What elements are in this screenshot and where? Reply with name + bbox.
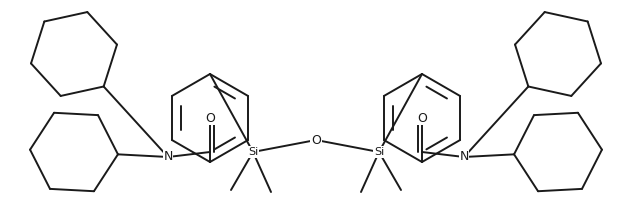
Text: N: N <box>459 150 469 163</box>
Text: O: O <box>417 111 427 125</box>
Text: N: N <box>163 150 173 163</box>
Text: O: O <box>311 134 321 147</box>
Text: O: O <box>205 111 215 125</box>
Text: Si: Si <box>248 147 258 157</box>
Text: Si: Si <box>374 147 384 157</box>
